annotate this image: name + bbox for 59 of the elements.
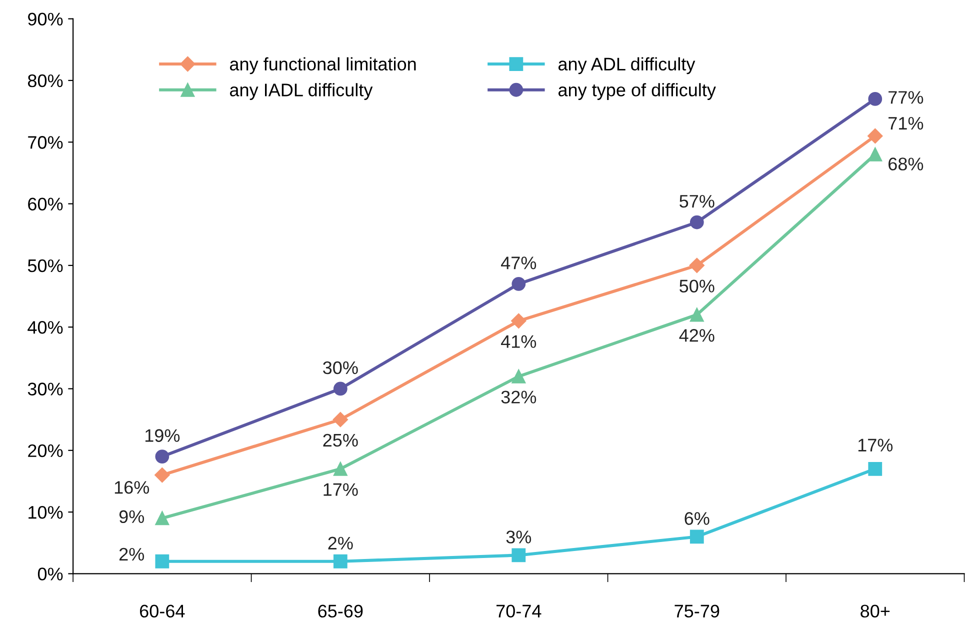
point <box>868 148 882 162</box>
data-label: 77% <box>888 91 924 104</box>
data-label: 71% <box>888 116 924 130</box>
data-label: 68% <box>888 158 924 170</box>
point <box>868 92 882 106</box>
data-label: 30% <box>323 361 358 374</box>
data-label: 57% <box>680 194 714 208</box>
point <box>155 511 170 526</box>
y-tick-label: 20% <box>28 444 63 458</box>
y-tick-label: 0% <box>38 568 63 580</box>
point <box>868 462 882 476</box>
data-label: 25% <box>323 434 358 447</box>
x-tick-label: 60-64 <box>140 604 185 618</box>
x-tick-label: 70-74 <box>496 604 542 618</box>
data-label: 41% <box>501 335 536 348</box>
data-label: 9% <box>119 510 144 524</box>
data-label: 3% <box>506 530 532 544</box>
data-label: 6% <box>684 512 710 525</box>
legend-label: any ADL difficulty <box>558 57 696 74</box>
y-tick-label: 90% <box>28 12 63 26</box>
data-label: 17% <box>324 483 358 496</box>
y-tick-label: 10% <box>28 506 63 519</box>
data-label: 19% <box>145 429 180 442</box>
y-tick-label: 60% <box>28 198 63 210</box>
point <box>690 308 704 322</box>
y-tick-label: 40% <box>28 321 63 334</box>
point <box>512 548 526 562</box>
point <box>154 467 170 483</box>
point <box>868 128 883 144</box>
data-label: 16% <box>114 481 150 494</box>
data-label: 2% <box>328 536 353 550</box>
point <box>155 554 170 568</box>
point <box>155 450 170 464</box>
legend-label: any functional limitation <box>230 57 416 74</box>
data-label: 32% <box>501 390 536 404</box>
point <box>689 258 704 273</box>
y-tick-label: 80% <box>28 74 63 88</box>
y-tick-label: 30% <box>28 382 63 396</box>
point <box>512 276 526 291</box>
point <box>511 313 526 328</box>
point <box>333 554 348 568</box>
legend-label: any type of difficulty <box>558 83 716 100</box>
data-label: 42% <box>679 329 714 342</box>
point <box>690 215 704 230</box>
data-label: 50% <box>680 280 714 292</box>
data-label: 17% <box>858 438 893 452</box>
point <box>333 462 348 476</box>
point <box>333 382 348 396</box>
x-tick-label: 80+ <box>860 604 890 618</box>
data-label: 47% <box>501 256 536 270</box>
legend-label: any IADL difficulty <box>230 83 373 100</box>
data-label: 2% <box>119 548 144 561</box>
point <box>332 412 348 428</box>
point <box>512 369 526 384</box>
y-tick-label: 50% <box>28 259 63 272</box>
x-tick-label: 75-79 <box>674 604 720 618</box>
x-tick-label: 65-69 <box>318 604 363 618</box>
y-tick-label: 70% <box>28 136 63 149</box>
point <box>690 530 704 544</box>
